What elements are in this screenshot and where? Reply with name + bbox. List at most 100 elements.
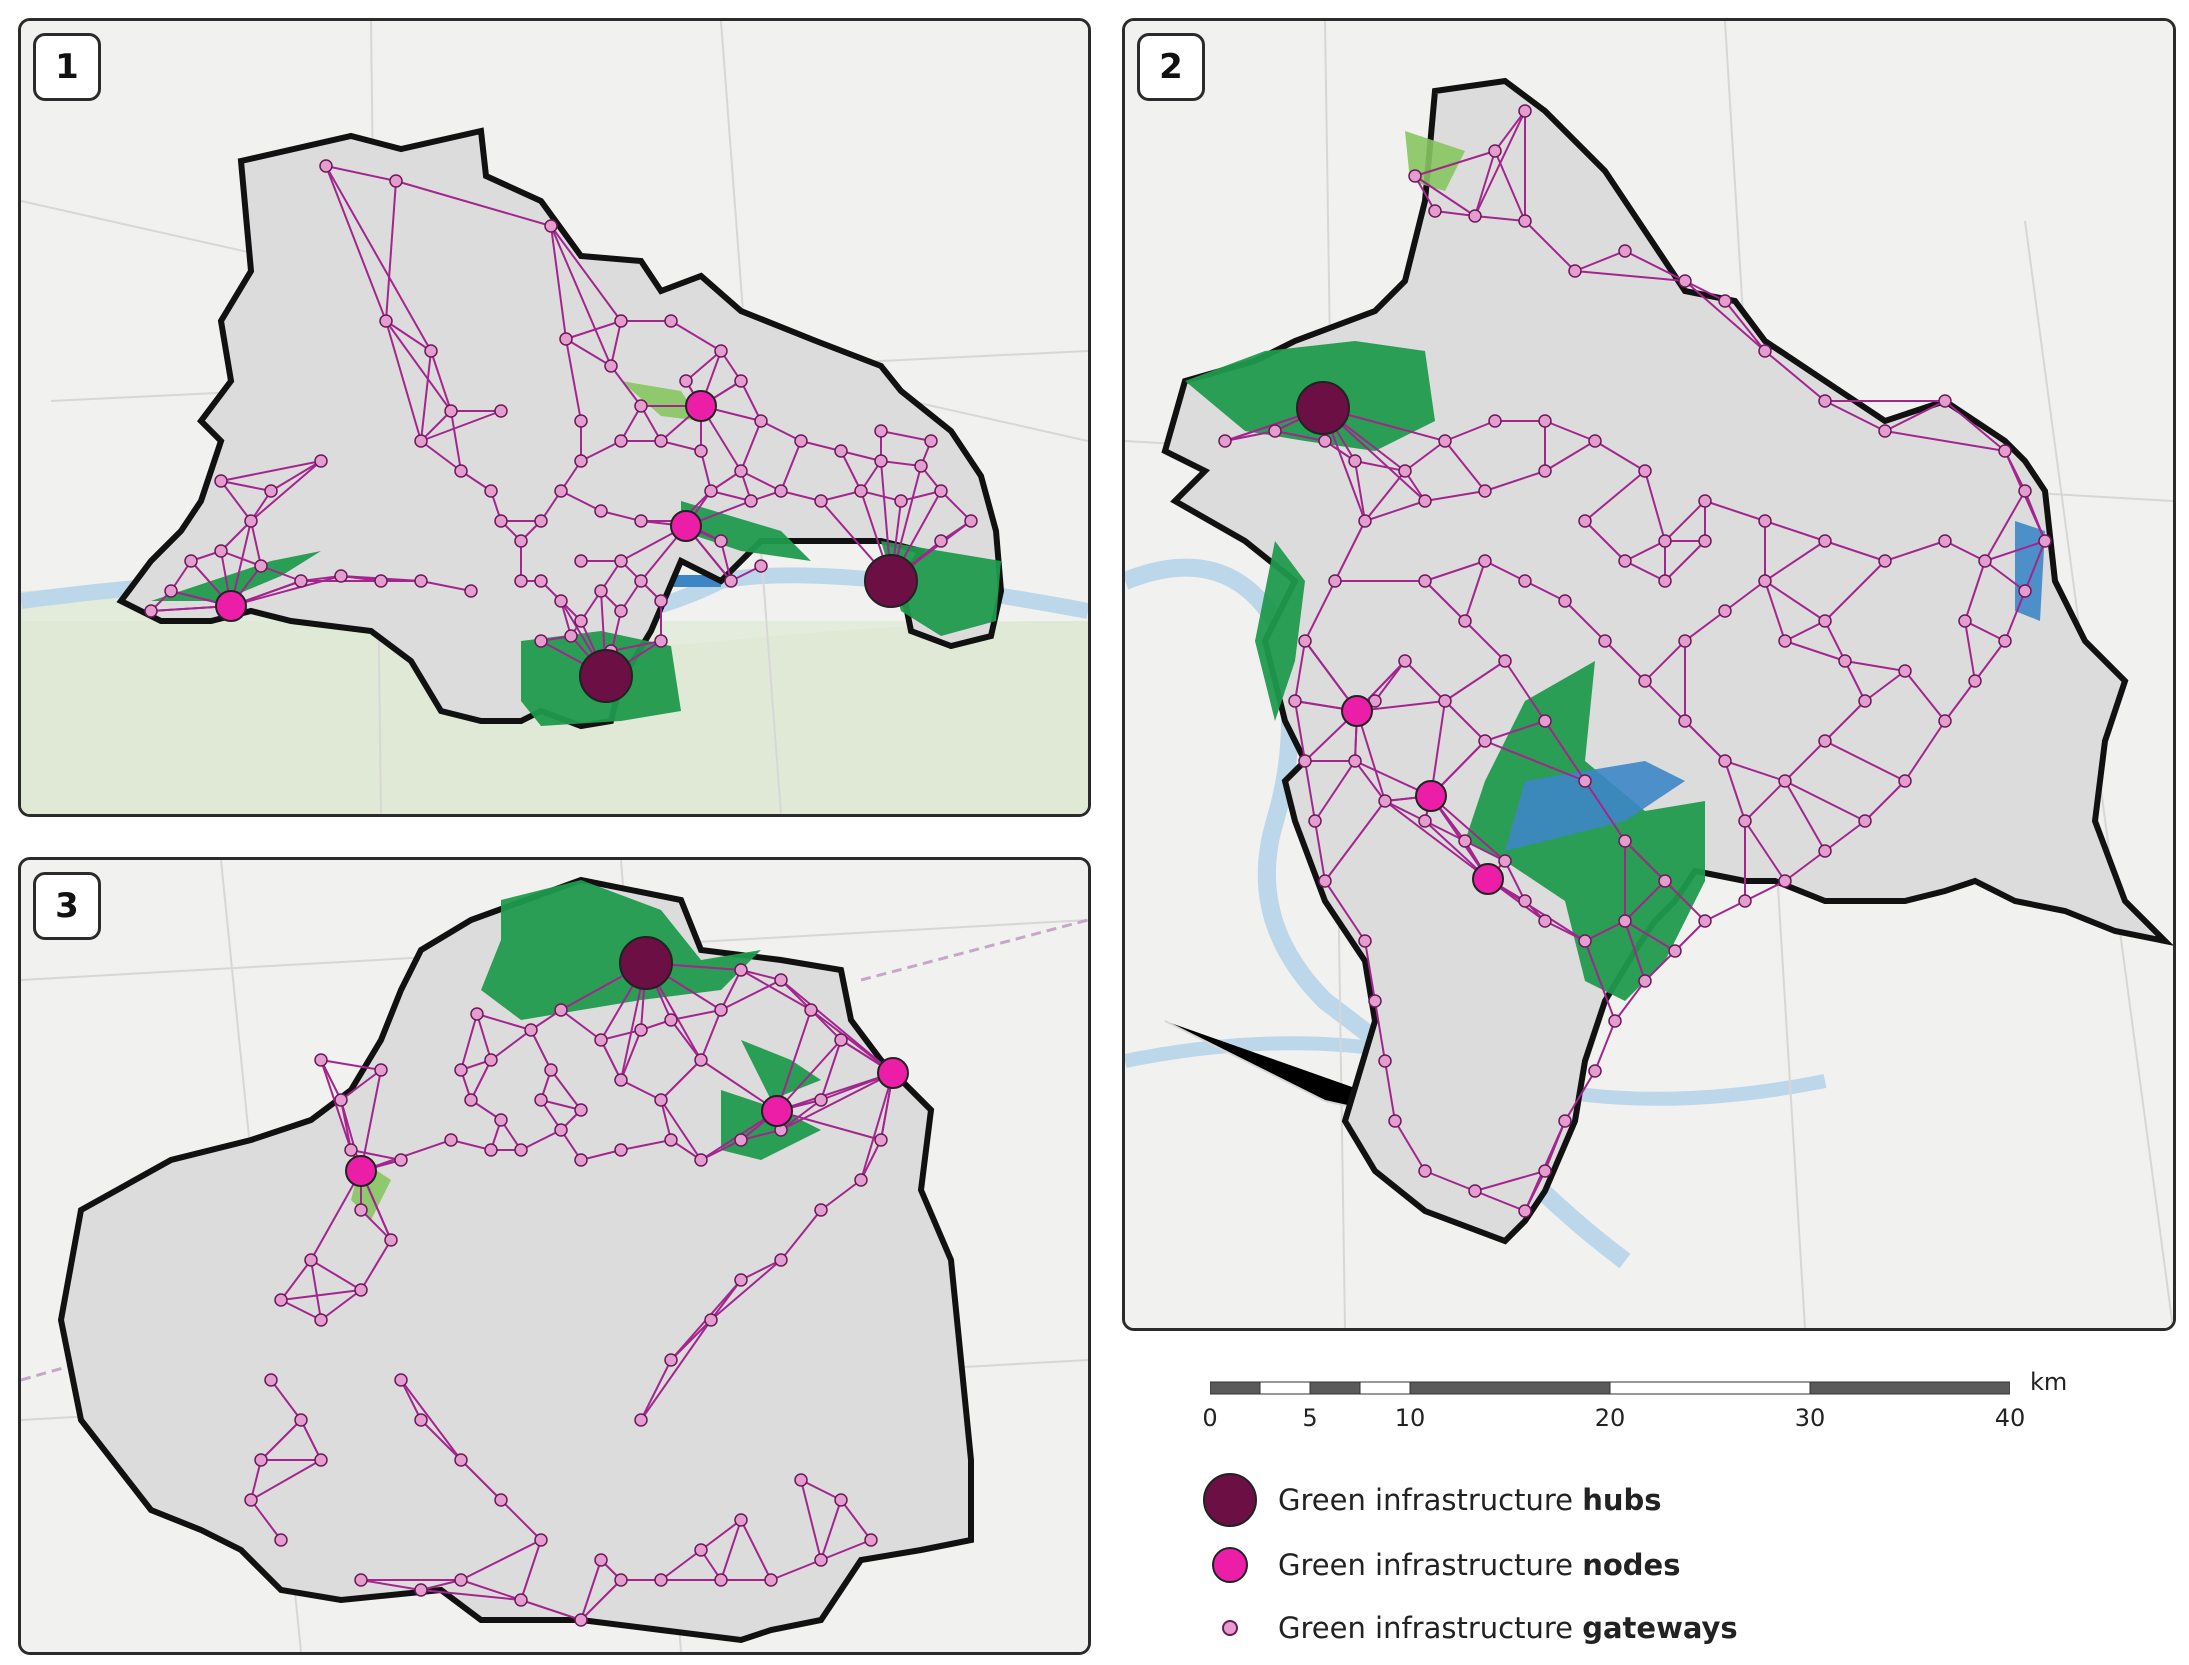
network-link: [1424, 580, 1466, 622]
gateway-marker: [654, 1093, 668, 1107]
network-link: [1487, 878, 1586, 942]
gateway-marker: [854, 1173, 868, 1187]
gateway-marker: [1588, 1064, 1602, 1078]
network-link: [400, 1379, 462, 1461]
gateway-marker: [389, 174, 403, 188]
network-link: [470, 1059, 492, 1101]
network-link: [1624, 920, 1646, 982]
gateway-marker: [2038, 534, 2052, 548]
network-link: [1574, 250, 1626, 272]
network-link: [1624, 840, 1666, 882]
network-link: [1984, 560, 2026, 592]
gateway-marker: [1438, 694, 1452, 708]
network-link: [780, 440, 802, 492]
network-link: [840, 1499, 872, 1541]
network-link: [1544, 440, 1596, 472]
network-link: [720, 969, 742, 1011]
gateway-marker: [814, 1553, 828, 1567]
gateway-marker: [1598, 634, 1612, 648]
network-link: [1544, 720, 1586, 782]
network-link: [1524, 580, 1566, 602]
gateway-marker: [1618, 554, 1632, 568]
gateway-marker: [794, 1473, 808, 1487]
network-link: [280, 1289, 362, 1301]
network-link: [710, 1279, 742, 1321]
gateway-marker: [544, 1063, 558, 1077]
gateway-marker: [1318, 434, 1332, 448]
network-link: [740, 380, 762, 422]
network-link: [1394, 1120, 1426, 1172]
gateway-marker: [914, 459, 928, 473]
gateway-marker: [1418, 814, 1432, 828]
gateway-marker: [1818, 534, 1832, 548]
gateway-marker: [374, 1063, 388, 1077]
gateway-marker: [594, 1553, 608, 1567]
gateway-marker: [144, 604, 158, 618]
gateway-marker: [254, 559, 268, 573]
gateway-marker: [734, 464, 748, 478]
gateway-marker: [1348, 454, 1362, 468]
network-link: [1304, 760, 1316, 822]
network-link: [710, 490, 752, 502]
network-link: [250, 1459, 322, 1501]
network-link: [1404, 440, 1446, 472]
gateway-marker: [714, 1003, 728, 1017]
network-link: [565, 338, 612, 367]
gateway-marker: [714, 344, 728, 358]
gateway-marker: [534, 1533, 548, 1547]
legend-label-hubs: Green infrastructure hubs: [1278, 1483, 1662, 1517]
gateway-marker: [764, 1573, 778, 1587]
gateway-marker: [1418, 494, 1432, 508]
network-link: [1364, 500, 1426, 522]
gateway-marker: [854, 484, 868, 498]
network-link: [860, 1139, 882, 1181]
gateway-marker: [1218, 434, 1232, 448]
network-link: [1624, 560, 1666, 582]
gateway-marker: [664, 1353, 678, 1367]
network-link: [1444, 700, 1486, 742]
network-link: [770, 1559, 822, 1581]
gateway-marker: [1898, 774, 1912, 788]
gateway-marker: [814, 494, 828, 508]
gateway-marker: [1838, 654, 1852, 668]
gateway-marker: [244, 1493, 258, 1507]
node-marker: [877, 1057, 909, 1089]
gateway-marker: [514, 534, 528, 548]
network-link: [800, 1479, 822, 1561]
network-link: [780, 979, 894, 1074]
network-link: [1884, 430, 2006, 452]
network-link: [740, 1129, 782, 1141]
network-link: [420, 410, 452, 442]
network-link: [420, 410, 502, 442]
network-link: [550, 1069, 582, 1111]
network-link: [360, 1239, 392, 1291]
gateway-marker: [924, 434, 938, 448]
gateway-marker: [1378, 1054, 1392, 1068]
gateway-marker: [634, 574, 648, 588]
gateway-marker: [614, 554, 628, 568]
network-link: [1964, 620, 1976, 682]
gateway-marker: [354, 1203, 368, 1217]
gateway-marker: [1968, 674, 1982, 688]
gateway-marker: [534, 634, 548, 648]
gateway-marker: [934, 484, 948, 498]
network-link: [1294, 640, 1306, 702]
gateway-marker: [1618, 244, 1632, 258]
gateway-marker: [614, 1143, 628, 1157]
network-link: [1724, 760, 1786, 782]
gateway-marker: [744, 494, 758, 508]
gateway-marker: [574, 1153, 588, 1167]
network-link: [310, 1170, 362, 1261]
gateway-marker: [354, 1573, 368, 1587]
gateway-marker: [314, 1053, 328, 1067]
network-link: [1744, 780, 1786, 822]
network-link: [580, 1579, 622, 1621]
network-link: [1944, 680, 1976, 722]
network-link: [1464, 620, 1506, 662]
gateway-marker: [1638, 674, 1652, 688]
gateway-marker: [494, 1113, 508, 1127]
network-link: [1824, 700, 1866, 742]
network-link: [320, 1289, 362, 1321]
network-link: [1944, 400, 2006, 452]
gateway-marker: [1408, 169, 1422, 183]
